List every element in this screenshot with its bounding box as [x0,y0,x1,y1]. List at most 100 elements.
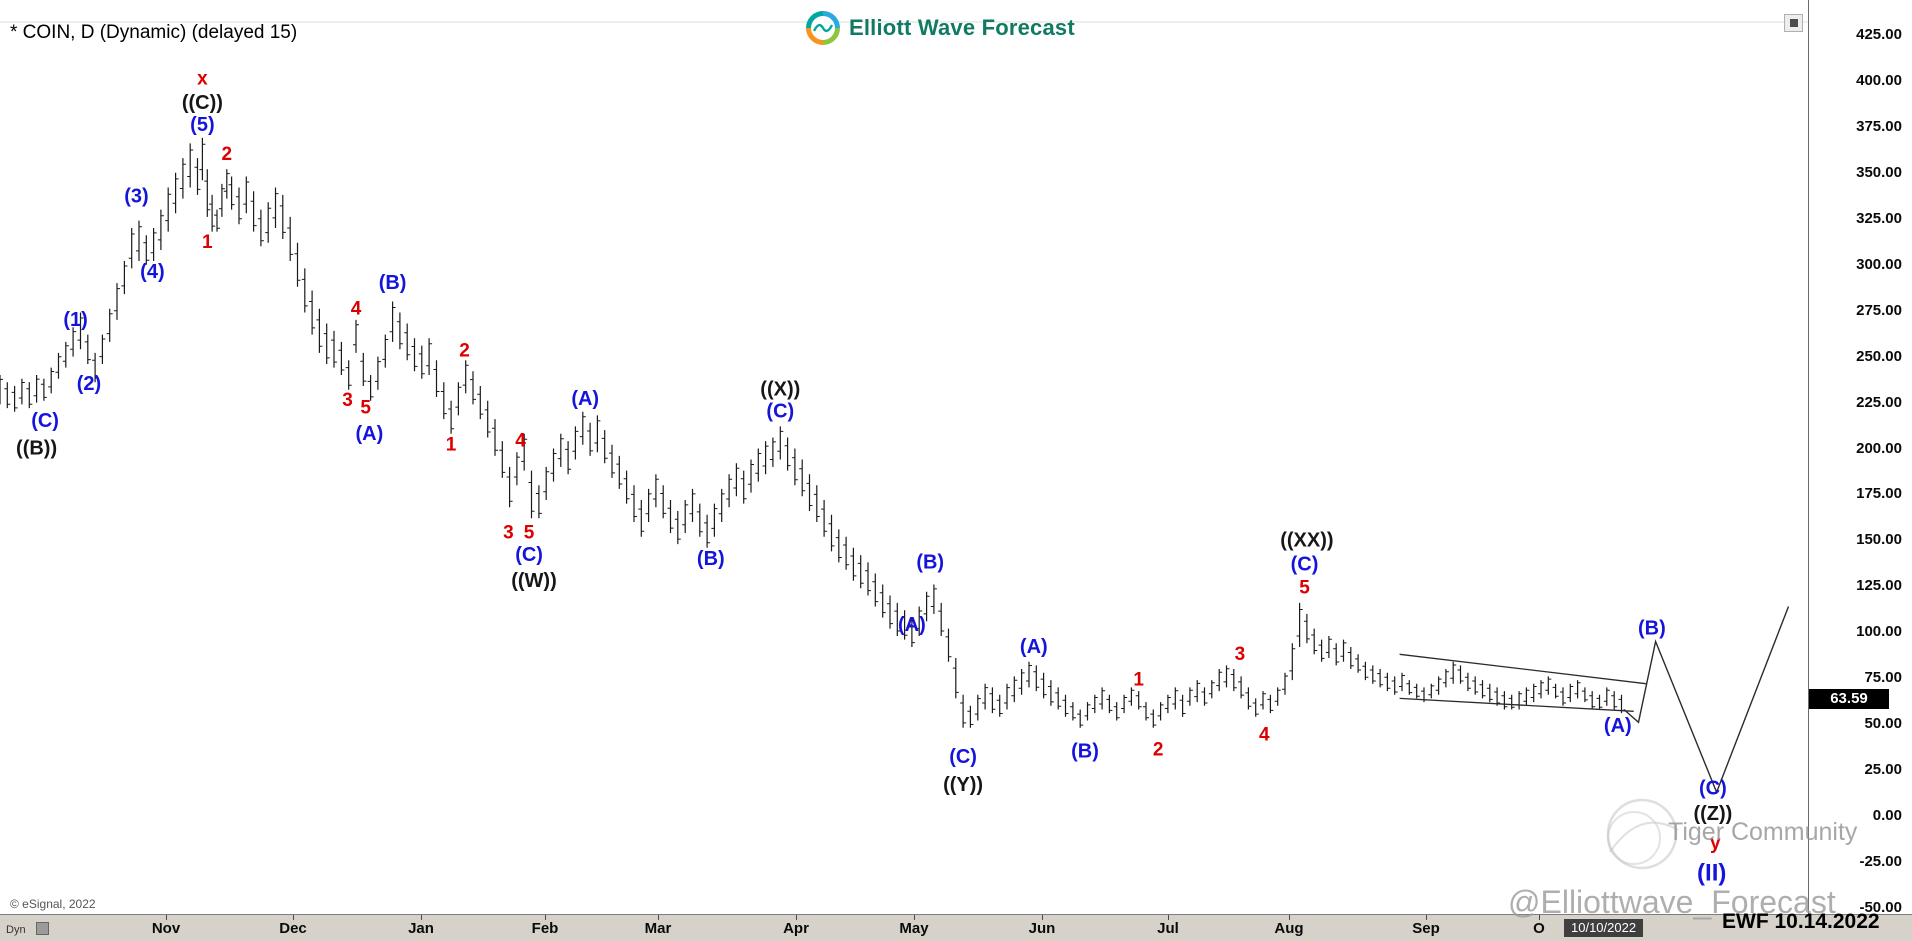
wave-label: (B) [916,551,944,573]
month-label: Dec [279,920,307,937]
price-axis[interactable]: 425.00 400.00 375.00 350.00 325.00 300.00 275.… [1808,0,1912,916]
wave-label: (A) [1604,715,1632,737]
time-axis[interactable]: Dyn 10/10/2022 Nov Dec Jan Feb Mar Apr May Jun J… [0,914,1912,941]
month-label: O [1533,920,1545,937]
watermark-community: Tiger Community [1668,818,1858,846]
price-axis-label: 175.00 [1856,485,1902,503]
price-axis-label: -25.00 [1859,853,1902,870]
trendline [1399,697,1634,712]
wave-label: (3) [124,186,148,208]
price-axis-label: 300.00 [1856,255,1902,273]
wave-label: (A) [898,614,926,636]
price-axis-label: 325.00 [1856,209,1902,227]
price-axis-label: 75.00 [1864,669,1902,687]
footer-date: EWF 10.14.2022 [1722,910,1880,933]
price-axis-label: 250.00 [1856,347,1902,365]
ohlc-ticks [0,143,1625,726]
wave-label: (1) [63,309,87,331]
month-tick [914,915,915,920]
price-axis-label: 225.00 [1856,393,1902,411]
tiger-community-logo-icon [1592,790,1688,887]
wave-label: (A) [356,423,384,445]
wave-label: ((Y)) [943,774,983,796]
month-tick [1539,915,1540,920]
price-axis-label: 350.00 [1856,163,1902,181]
watermark-handle: @Elliottwave_Forecast [1508,884,1836,920]
wave-label: 4 [515,431,526,452]
esignal-copyright: © eSignal, 2022 [10,897,96,911]
month-label: May [899,920,929,937]
wave-label: 1 [446,434,457,455]
chart-mode-icon[interactable] [36,922,49,935]
month-tick [166,915,167,920]
wave-label: (C) [515,544,543,566]
month-label: Apr [783,920,809,937]
price-axis-label: 25.00 [1864,761,1902,779]
price-axis-label: 150.00 [1856,531,1902,549]
wave-label: (C) [1291,553,1319,575]
price-axis-label: 400.00 [1856,71,1902,89]
month-tick [545,915,546,920]
month-label: Jun [1028,920,1056,937]
wave-label: (II) [1697,860,1726,887]
month-label: Feb [531,920,559,937]
ohlc-bars [0,137,1623,728]
wave-label: (5) [190,114,214,136]
month-tick [1289,915,1290,920]
wave-label: ((C)) [182,92,223,114]
wave-label: 3 [342,390,353,411]
wave-label: 4 [1259,725,1270,746]
dyn-mode-label: Dyn [6,924,26,936]
wave-label: ((W)) [511,570,557,592]
month-label: Jan [408,920,434,937]
price-axis-label: 200.00 [1856,439,1902,457]
month-label: Mar [644,920,672,937]
month-tick [1426,915,1427,920]
wave-label: 2 [222,144,233,165]
wave-label: (2) [77,373,101,395]
forecast-projection-line [1623,606,1790,795]
wave-label: 5 [360,398,371,419]
month-label: Aug [1274,920,1304,937]
price-axis-label: 375.00 [1856,117,1902,135]
restore-glyph [1789,19,1798,27]
restore-icon[interactable] [1784,14,1803,32]
wave-label: (C) [1699,778,1727,800]
wave-label: (C) [949,746,977,768]
wave-label: 5 [1299,578,1310,599]
price-axis-label: 50.00 [1864,715,1902,733]
wave-label: (A) [571,388,599,410]
wave-label: y [1710,833,1721,854]
price-axis-label: -50.00 [1859,898,1902,916]
price-axis-label: 425.00 [1856,26,1902,43]
wave-label: (C) [766,401,794,423]
month-tick [421,915,422,920]
date-badge: 10/10/2022 [1564,919,1644,937]
month-tick [796,915,797,920]
wave-label: 1 [202,232,213,253]
month-label: Nov [151,920,181,937]
month-tick [293,915,294,920]
price-axis-label: 0.00 [1872,807,1902,825]
wave-label: (B) [1071,741,1099,763]
wave-label: (C) [31,410,59,432]
price-axis-label: 275.00 [1856,301,1902,319]
month-tick [1042,915,1043,920]
wave-label: (B) [1638,618,1666,640]
wave-label: 2 [459,341,470,362]
month-label: Jul [1157,920,1179,937]
wave-label: (B) [379,272,407,294]
trendline [1399,653,1646,685]
month-label: Sep [1412,920,1440,937]
wave-label: (4) [140,261,164,283]
wave-label: ((XX)) [1280,529,1333,551]
wave-label: ((X)) [760,379,800,401]
price-axis-label: 100.00 [1856,623,1902,641]
wave-label: 5 [524,523,535,544]
wave-label: x [197,69,208,90]
symbol-title: * COIN, D (Dynamic) (delayed 15) [10,22,298,43]
wave-label: (A) [1020,636,1048,658]
wave-label: 3 [503,523,514,544]
